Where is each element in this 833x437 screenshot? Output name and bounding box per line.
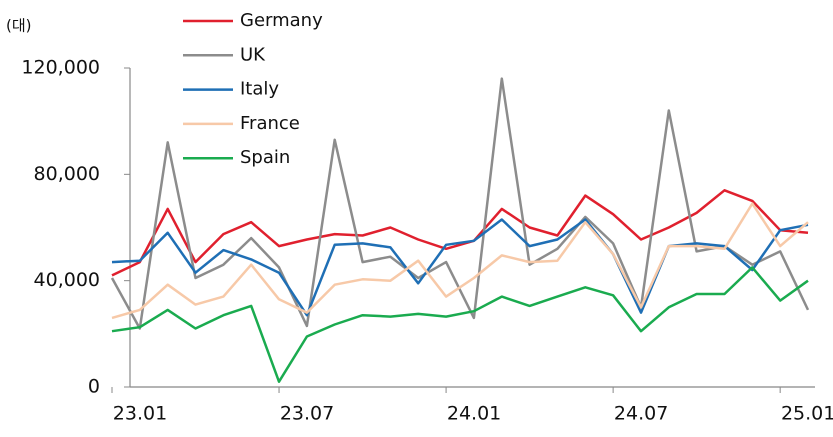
legend-label: Italy [240, 79, 279, 100]
y-tick-label: 0 [88, 376, 100, 398]
y-tick-label: 120,000 [21, 57, 100, 79]
legend-label: Spain [240, 147, 290, 168]
series-line [111, 218, 809, 317]
legend-label: France [240, 113, 300, 134]
y-tick-label: 80,000 [34, 163, 100, 185]
series-line [110, 77, 810, 330]
y-axis-label: (대) [6, 17, 32, 35]
series-line [111, 266, 809, 383]
y-tick-label: 40,000 [34, 269, 100, 291]
x-tick-label: 24.07 [614, 403, 668, 425]
x-tick-label: 24.01 [447, 403, 501, 425]
series-line [111, 189, 809, 277]
series-line [111, 202, 809, 320]
legend-label: UK [240, 44, 266, 65]
legend-label: Germany [240, 10, 323, 31]
x-tick-label: 25.01 [781, 403, 833, 425]
x-tick-label: 23.07 [280, 403, 334, 425]
x-tick-label: 23.01 [113, 403, 167, 425]
